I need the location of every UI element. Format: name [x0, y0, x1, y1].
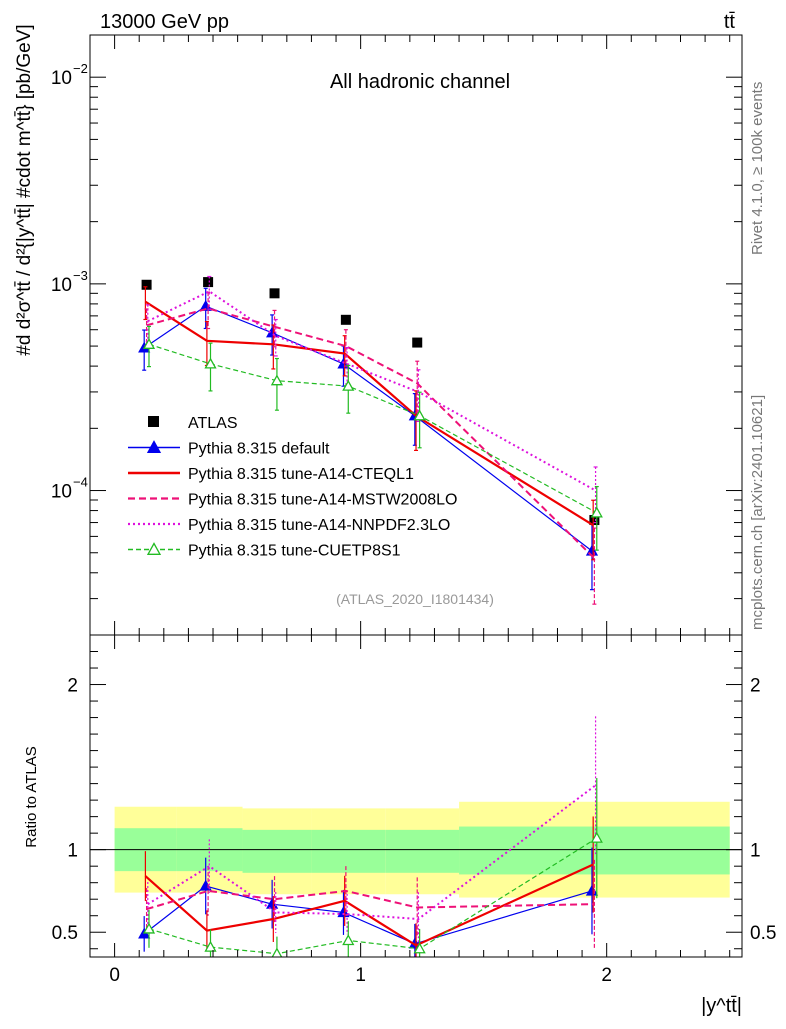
legend-label: Pythia 8.315 default [188, 441, 330, 458]
main-y-tick-exponent: −4 [73, 475, 88, 490]
ratio-y-axis-label: Ratio to ATLAS [23, 746, 40, 847]
main-panel: 10−210−310−4 All hadronic channel (ATLAS… [14, 24, 743, 636]
legend-marker [146, 542, 162, 555]
atlas-data-point [269, 288, 280, 299]
ratio-axis-ticks: 0.5 0.5 1 1 2 2 0 1 2 [52, 635, 776, 986]
mc-series-line [144, 300, 594, 527]
ratio-band-inner [242, 829, 312, 873]
x-tick-label: 2 [601, 965, 612, 986]
ratio-series-line [143, 885, 593, 945]
legend: ATLAS Pythia 8.315 default Pythia 8.315 tu… [128, 415, 457, 560]
atlas-data-point [340, 314, 351, 325]
atlas-data-point [589, 515, 600, 526]
header-process-label: tt̄ [724, 11, 736, 33]
mc-triangle-marker [142, 337, 156, 349]
legend-label: Pythia 8.315 tune-A14-NNPDF2.3LO [188, 517, 450, 534]
analysis-id-label: (ATLAS_2020_I1801434) [336, 591, 494, 607]
header-energy-label: 13000 GeV pp [100, 11, 229, 33]
legend-label: ATLAS [188, 415, 238, 432]
ratio-triangle-marker [142, 922, 156, 934]
mc-series-line [146, 307, 596, 560]
ratio-panel-frame [89, 634, 743, 958]
ratio-series-line [146, 889, 595, 911]
main-axis-ticks: 10−210−310−4 [51, 35, 742, 636]
ratio-triangle-marker [204, 940, 217, 952]
atlas-data-point [141, 279, 152, 290]
mc-series-line [147, 290, 597, 492]
ratio-band-inner [385, 829, 460, 873]
ratio-y-tick-label-right: 0.5 [750, 923, 776, 944]
legend-label: Pythia 8.315 tune-A14-CTEQL1 [188, 466, 414, 483]
mc-triangle-marker [204, 357, 217, 369]
mc-series-line [148, 343, 598, 514]
mcplots-label: mcplots.cern.ch [arXiv:2401.10621] [749, 395, 766, 630]
atlas-data-point [203, 277, 214, 288]
ratio-triangle-marker [271, 947, 283, 957]
main-y-tick-label: 10 [51, 482, 72, 503]
main-y-tick-label: 10 [51, 68, 72, 89]
rivet-version-label: Rivet 4.1.0, ≥ 100k events [749, 82, 766, 255]
ratio-y-tick-label: 1 [67, 841, 78, 862]
ratio-triangle-marker [342, 934, 355, 946]
ratio-y-tick-label: 0.5 [52, 923, 78, 944]
ratio-panel: 0.5 0.5 1 1 2 2 0 1 2 Ratio to ATLAS [23, 634, 776, 986]
ratio-band-inner [311, 829, 386, 873]
legend-marker [148, 416, 159, 427]
ratio-y-tick-label-right: 1 [750, 841, 761, 862]
ratio-y-tick-label-right: 2 [750, 676, 761, 697]
ratio-plot-content [90, 716, 742, 957]
main-y-tick-exponent: −2 [73, 61, 88, 76]
x-axis-label: |y^tt̄| [701, 995, 742, 1017]
ratio-triangle-marker [413, 942, 426, 954]
ratio-series-line [147, 784, 597, 921]
main-y-tick-label: 10 [51, 275, 72, 296]
legend-marker [146, 440, 162, 453]
main-y-tick-exponent: −3 [73, 268, 88, 283]
mc-triangle-marker [590, 506, 603, 518]
atlas-data-point [412, 337, 423, 348]
x-tick-label: 1 [355, 965, 366, 986]
chart-title: All hadronic channel [330, 71, 510, 93]
mc-triangle-marker [342, 379, 355, 391]
main-plot-content [138, 275, 603, 605]
legend-label: Pythia 8.315 tune-A14-MSTW2008LO [188, 492, 457, 509]
legend-label: Pythia 8.315 tune-CUETP8S1 [188, 543, 401, 560]
x-tick-label: 0 [109, 965, 120, 986]
ratio-triangle-marker [590, 831, 603, 843]
ratio-y-tick-label: 2 [67, 676, 78, 697]
mc-triangle-marker [413, 409, 426, 421]
mc-triangle-marker [270, 374, 284, 386]
main-y-axis-label: #d d²σ^tt̄ / d²{|y^tt̄| #cdot m^tt̄} [pb… [14, 24, 35, 355]
